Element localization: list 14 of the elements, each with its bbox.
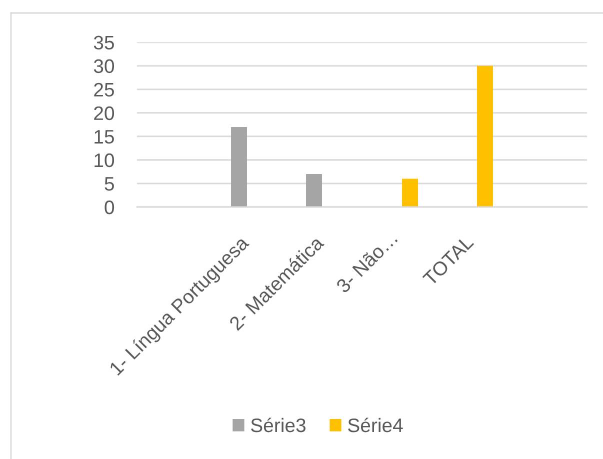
y-tick-label: 35 <box>94 36 114 50</box>
bar <box>402 178 418 207</box>
legend-label: Série4 <box>348 418 403 432</box>
y-tick-label: 25 <box>94 82 114 97</box>
y-tick-label: 5 <box>104 177 114 191</box>
bar <box>306 174 322 207</box>
bar <box>231 127 247 207</box>
legend-label: Série3 <box>251 418 306 432</box>
y-tick-label: 15 <box>94 130 114 144</box>
y-tick-label: 10 <box>94 153 114 168</box>
y-tick-label: 20 <box>94 106 114 120</box>
bar <box>477 66 493 207</box>
y-tick-label: 30 <box>94 59 114 74</box>
y-tick-label: 0 <box>104 200 114 214</box>
